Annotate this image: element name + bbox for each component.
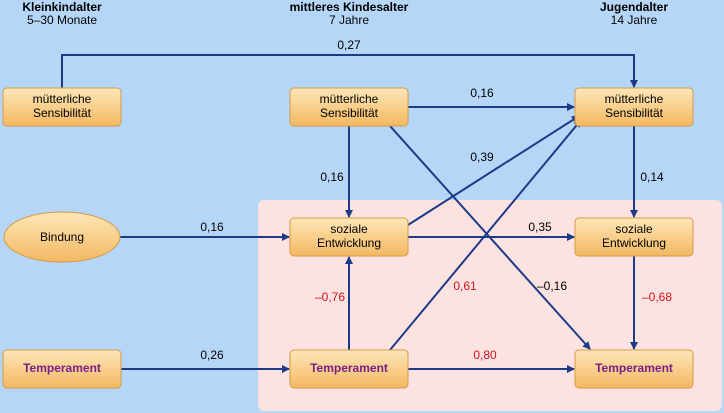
node-label: Temperament [23,361,101,375]
node-label: Entwicklung [317,236,381,250]
edge-labels: 0,27 0,16 0,16 –0,16 0,39 0,16 0,35 0,14… [200,38,672,362]
node-label: Temperament [595,361,673,375]
node-label: Sensibilität [605,106,664,120]
column-subtitle: 14 Jahre [611,13,658,27]
node-label: Temperament [310,361,388,375]
edge-label: 0,39 [470,150,494,164]
arrows [61,54,638,373]
node-label: mütterliche [33,92,92,106]
node-label: Bindung [40,230,84,244]
node-label: Sensibilität [33,106,92,120]
node-ellipse [3,211,121,263]
edge-label: 0,16 [200,220,224,234]
edge-label: –0,16 [537,279,567,293]
node-label: mütterliche [605,92,664,106]
node-label: soziale [330,222,368,236]
arrow [61,54,638,88]
edge-label: –0,68 [642,290,672,304]
node-box [289,87,409,127]
arrow [407,115,580,226]
arrow [389,119,582,351]
column-subtitle: 7 Jahre [329,13,369,27]
edge-label: –0,76 [315,290,345,304]
node-box [574,217,694,257]
edge-label: 0,61 [453,279,477,293]
node-box [574,87,694,127]
column-subtitle: 5–30 Monate [27,13,97,27]
edge-label: 0,16 [320,170,344,184]
edge-label: 0,35 [528,220,552,234]
node-label: soziale [615,222,653,236]
edge-label: 0,27 [337,38,361,52]
node-box [2,87,122,127]
node-label: mütterliche [320,92,379,106]
node-box [574,349,694,389]
edge-label: 0,26 [200,348,224,362]
node-box [289,349,409,389]
nodes: mütterliche Sensibilität mütterliche Sen… [2,87,694,389]
column-title: Kleinkindalter [22,0,102,14]
node-box [2,349,122,389]
node-box [289,217,409,257]
node-label: Sensibilität [320,106,379,120]
node-label: Entwicklung [602,236,666,250]
edge-label: 0,16 [470,86,494,100]
column-title: Jugendalter [600,0,668,14]
edge-label: 0,80 [473,348,497,362]
column-title: mittleres Kindesalter [290,0,409,14]
edge-label: 0,14 [640,170,664,184]
